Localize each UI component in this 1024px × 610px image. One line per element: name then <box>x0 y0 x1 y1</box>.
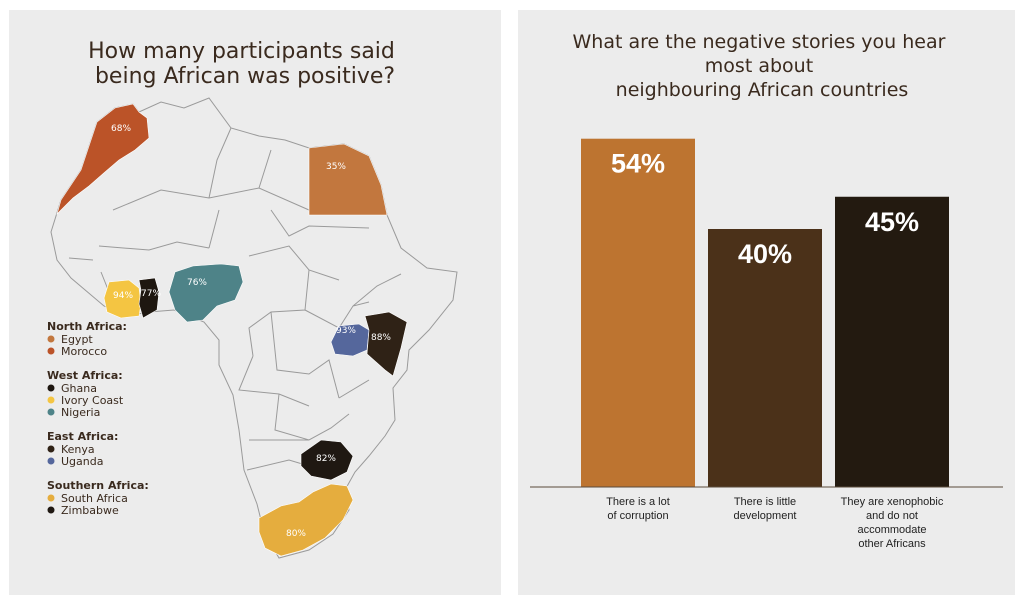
bar-0 <box>581 138 695 487</box>
label-kenya: 88% <box>371 333 391 343</box>
legend-item-1-1: Ivory Coast <box>61 394 124 407</box>
label-uganda: 93% <box>336 326 356 336</box>
legend-group-2: East Africa: <box>47 430 118 443</box>
legend-item-2-1: Uganda <box>61 455 103 468</box>
legend-group-1: West Africa: <box>47 369 123 382</box>
legend-item-3-0: South Africa <box>61 492 128 505</box>
map-panel: How many participants said being African… <box>9 10 501 595</box>
country-nigeria <box>168 263 244 323</box>
bar-chart: What are the negative stories you hear m… <box>530 31 1003 550</box>
legend-group-0: North Africa: <box>47 320 127 333</box>
legend-swatch-1-2 <box>47 408 55 416</box>
country-uganda <box>330 323 370 357</box>
map-title: How many participants said being African… <box>88 39 402 89</box>
country-kenya <box>364 311 408 377</box>
category-label-2-1: and do not <box>866 510 918 522</box>
category-label-2-2: accommodate <box>857 524 926 536</box>
africa-map: How many participants said being African… <box>47 39 458 559</box>
label-egypt: 35% <box>326 162 346 172</box>
legend-swatch-3-0 <box>47 494 55 502</box>
legend-swatch-3-1 <box>47 506 55 514</box>
country-zimbabwe <box>300 439 354 481</box>
map-title-line-1: How many participants said <box>88 39 395 64</box>
legend-item-0-1: Morocco <box>61 345 107 358</box>
legend-item-1-0: Ghana <box>61 382 97 395</box>
category-label-2-3: other Africans <box>858 538 926 550</box>
bar-group: 54% 40% 45% <box>581 138 949 487</box>
legend-item-3-1: Zimbabwe <box>61 504 119 517</box>
country-south-africa <box>258 483 354 557</box>
country-ghana <box>138 277 160 319</box>
bar-value-label-1: 40% <box>738 239 792 269</box>
legend-swatch-0-0 <box>47 335 55 343</box>
label-south-africa: 80% <box>286 529 306 539</box>
legend-swatch-1-1 <box>47 396 55 404</box>
category-label-2-0: They are xenophobic <box>841 496 944 508</box>
legend-item-0-0: Egypt <box>61 333 93 346</box>
legend-swatch-2-0 <box>47 445 55 453</box>
label-zimbabwe: 82% <box>316 454 336 464</box>
category-label-0-1: of corruption <box>607 510 668 522</box>
chart-panel: What are the negative stories you hear m… <box>518 10 1015 595</box>
country-borders <box>68 127 402 471</box>
label-ivory-coast: 94% <box>113 291 133 301</box>
legend-item-1-2: Nigeria <box>61 406 100 419</box>
bar-value-label-0: 54% <box>611 149 665 179</box>
chart-title-line-3: neighbouring African countries <box>616 79 909 101</box>
legend-swatch-2-1 <box>47 457 55 465</box>
country-morocco <box>56 103 150 216</box>
category-label-1-0: There is little <box>734 496 796 508</box>
chart-title-line-2: most about <box>705 55 813 77</box>
label-morocco: 68% <box>111 124 131 134</box>
label-ghana: 77% <box>141 289 161 299</box>
legend-swatch-0-1 <box>47 347 55 355</box>
legend-item-2-0: Kenya <box>61 443 95 456</box>
bar-value-label-2: 45% <box>865 207 919 237</box>
label-nigeria: 76% <box>187 278 207 288</box>
map-title-line-2: being African was positive? <box>95 64 395 89</box>
legend-swatch-1-0 <box>47 384 55 392</box>
bar-2 <box>835 196 949 487</box>
chart-title: What are the negative stories you hear m… <box>573 31 952 101</box>
country-ivory-coast <box>103 279 142 319</box>
chart-title-line-1: What are the negative stories you hear <box>573 31 946 53</box>
category-label-1-1: development <box>734 510 797 522</box>
bar-1 <box>708 229 822 487</box>
country-egypt <box>308 143 388 216</box>
category-labels: There is a lot of corruption There is litt… <box>606 496 944 550</box>
legend-group-3: Southern Africa: <box>47 479 149 492</box>
category-label-0-0: There is a lot <box>606 496 670 508</box>
